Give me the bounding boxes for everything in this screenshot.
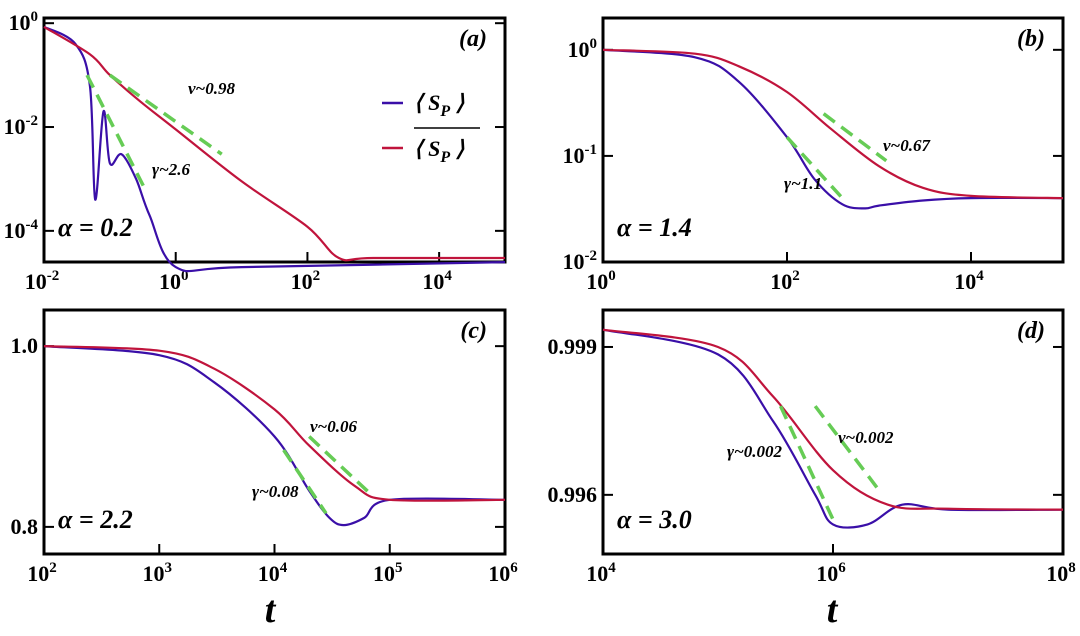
panel-d: 104 106 108 0.999 0.996 (d) α = 3.0 ν~0.002 γ~0.… bbox=[548, 308, 1076, 586]
series-line-red bbox=[602, 48, 1064, 200]
x-tick-label: 104 bbox=[954, 268, 984, 294]
fit-line bbox=[813, 405, 881, 491]
fit-line bbox=[785, 136, 844, 200]
series-line-red bbox=[43, 345, 506, 502]
x-axis-title: t bbox=[265, 589, 277, 631]
panel-label: (c) bbox=[460, 318, 487, 344]
panel-label: (a) bbox=[459, 26, 487, 52]
x-tick-label: 104 bbox=[258, 560, 288, 586]
x-tick-label: 100 bbox=[586, 268, 616, 294]
y-tick-label: 100 bbox=[9, 9, 39, 35]
y-tick-label: 100 bbox=[568, 36, 598, 62]
y-tick-label: 10-2 bbox=[4, 113, 39, 139]
annotation: ν~0.98 bbox=[188, 79, 235, 98]
y-tick-label: 0.999 bbox=[548, 334, 598, 359]
y-tick-label: 10-4 bbox=[4, 217, 39, 243]
x-tick-label: 105 bbox=[373, 560, 403, 586]
y-tick-label: 10-1 bbox=[563, 142, 598, 168]
alpha-label: α = 2.2 bbox=[58, 505, 133, 534]
fit-line bbox=[307, 435, 374, 497]
alpha-label: α = 0.2 bbox=[58, 213, 133, 242]
alpha-label: α = 3.0 bbox=[617, 505, 692, 534]
annotation: γ~0.08 bbox=[252, 482, 299, 501]
fit-line bbox=[282, 449, 328, 515]
x-tick-label: 100 bbox=[159, 268, 189, 294]
panel-label: (d) bbox=[1017, 318, 1045, 344]
x-tick-label: 106 bbox=[816, 560, 846, 586]
x-tick-label: 10-2 bbox=[25, 268, 60, 294]
x-tick-label: 102 bbox=[291, 268, 321, 294]
panel-label: (b) bbox=[1017, 26, 1045, 52]
x-tick-label: 104 bbox=[422, 268, 452, 294]
series-line-blue bbox=[602, 48, 1064, 210]
series-line-red bbox=[602, 328, 1064, 511]
x-tick-label: 104 bbox=[586, 560, 616, 586]
alpha-label: α = 1.4 bbox=[617, 213, 692, 242]
x-axis-title: t bbox=[827, 589, 839, 631]
annotation: ν~0.67 bbox=[883, 136, 931, 155]
x-tick-label: 108 bbox=[1046, 560, 1076, 586]
annotation: γ~0.002 bbox=[727, 442, 783, 461]
annotation: γ~2.6 bbox=[152, 160, 191, 179]
plot-frame bbox=[42, 16, 507, 264]
panel-c: 102 103 104 105 106 1.0 0.8 (c) α = 2.2 ν~0.06 γ~0… bbox=[11, 308, 518, 586]
x-tick-label: 103 bbox=[143, 560, 173, 586]
legend-label-average: ⟨ SP ⟩ bbox=[414, 136, 465, 166]
series-line-red bbox=[43, 25, 505, 262]
fit-line bbox=[108, 73, 223, 156]
y-tick-label: 0.996 bbox=[548, 482, 598, 507]
y-tick-label: 0.8 bbox=[11, 514, 39, 539]
legend: ⟨ SP ⟩ ⟨ SP ⟩ bbox=[382, 90, 480, 166]
annotation: ν~0.002 bbox=[838, 428, 894, 447]
x-tick-label: 106 bbox=[488, 560, 518, 586]
x-tick-label: 102 bbox=[770, 268, 800, 294]
series-line-blue bbox=[43, 345, 506, 527]
legend-label-mean: ⟨ SP ⟩ bbox=[414, 90, 465, 120]
series-line-blue bbox=[43, 25, 506, 273]
x-tick-label: 102 bbox=[27, 560, 57, 586]
plot-frame bbox=[601, 16, 1065, 264]
fit-line bbox=[822, 112, 888, 163]
annotation: ν~0.06 bbox=[310, 417, 357, 436]
annotation: γ~1.1 bbox=[784, 174, 822, 193]
y-tick-label: 1.0 bbox=[11, 333, 39, 358]
